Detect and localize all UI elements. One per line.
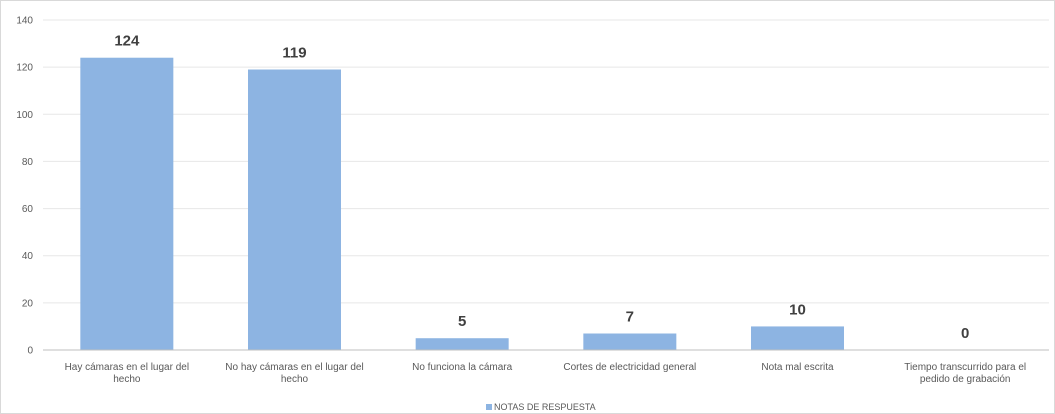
x-tick-label: No funciona la cámara	[412, 362, 512, 373]
gridlines	[43, 19, 1049, 304]
bars	[80, 57, 844, 350]
data-label: 0	[961, 325, 969, 342]
data-label: 5	[458, 313, 466, 330]
x-tick-label: Tiempo transcurrido para el	[904, 362, 1026, 373]
bar	[415, 338, 509, 350]
x-tick-label: No hay cámaras en el lugar del	[225, 362, 363, 373]
y-tick-label: 100	[16, 110, 33, 121]
bar	[80, 57, 174, 350]
x-tick-label: Hay cámaras en el lugar del	[65, 362, 190, 373]
x-tick-label: Nota mal escrita	[761, 362, 834, 373]
y-tick-label: 60	[22, 204, 34, 215]
y-axis-ticks: 0 20 40 60 80 100 120 140	[16, 16, 33, 357]
x-tick-label: hecho	[113, 374, 141, 385]
bar	[751, 326, 844, 350]
x-tick-label: Cortes de electricidad general	[563, 362, 696, 373]
legend-label: NOTAS DE RESPUESTA	[494, 402, 596, 412]
data-label: 124	[114, 33, 140, 50]
x-tick-label: pedido de grabación	[920, 374, 1011, 385]
legend: NOTAS DE RESPUESTA	[486, 402, 596, 412]
x-tick-label: hecho	[281, 374, 309, 385]
legend-swatch	[486, 404, 492, 410]
y-tick-label: 120	[16, 63, 33, 74]
data-label: 119	[282, 45, 306, 62]
bar	[583, 333, 677, 350]
data-label: 10	[789, 301, 806, 318]
bar	[248, 69, 341, 350]
data-label: 7	[626, 309, 634, 326]
y-tick-label: 0	[27, 346, 33, 357]
y-tick-label: 140	[16, 16, 33, 27]
data-labels: 124 119 5 7 10 0	[114, 33, 969, 342]
y-tick-label: 40	[22, 251, 34, 262]
y-tick-label: 20	[22, 298, 34, 309]
y-tick-label: 80	[22, 157, 34, 168]
